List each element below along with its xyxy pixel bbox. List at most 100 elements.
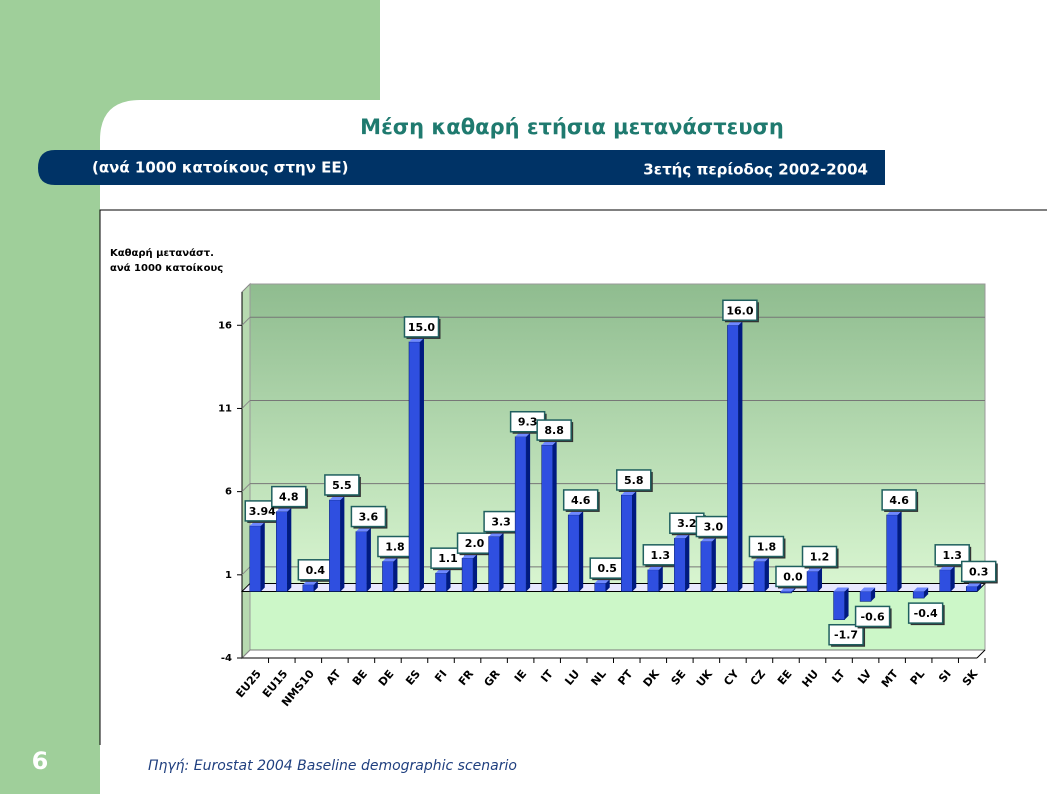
bar-face	[287, 507, 292, 592]
bar-face	[886, 514, 898, 592]
value-label: 3.3	[491, 516, 511, 529]
bar-face	[579, 510, 584, 592]
x-tick-label: LV	[855, 667, 874, 686]
bar	[249, 521, 265, 592]
y-axis-label: Καθαρή μετανάστ.	[110, 247, 214, 259]
value-label: 0.0	[783, 570, 803, 583]
bar-face	[260, 521, 265, 592]
bar-face	[700, 541, 713, 592]
value-label: 1.1	[438, 552, 458, 565]
bar	[727, 321, 743, 592]
title: Μέση καθαρή ετήσια μετανάστευση	[360, 115, 784, 139]
value-label: 9.3	[518, 416, 538, 429]
x-tick-label: NL	[588, 668, 608, 689]
grid-line	[241, 400, 251, 409]
bar-face	[302, 584, 315, 592]
y-tick-label: 1	[225, 570, 232, 581]
value-label: -1.7	[834, 629, 858, 642]
bar-face	[950, 565, 955, 592]
bar	[355, 527, 371, 592]
bar-face	[382, 561, 394, 592]
x-tick-label: IT	[538, 667, 556, 685]
value-label: 1.8	[757, 541, 777, 554]
bar-face	[408, 341, 421, 592]
value-label: 0.5	[597, 562, 617, 575]
value-label-box	[748, 535, 785, 558]
bar-face	[366, 527, 371, 592]
value-label-box	[722, 299, 758, 322]
bar-face	[727, 325, 739, 592]
x-tick-label: DK	[641, 667, 663, 689]
subtitle-bar	[38, 150, 885, 185]
bar-face	[249, 525, 262, 592]
value-label: 5.8	[624, 474, 644, 487]
value-label: 1.3	[942, 549, 962, 562]
value-label: 0.4	[306, 564, 326, 577]
value-label: 16.0	[726, 304, 753, 317]
value-label-box	[403, 316, 440, 338]
bar-face	[711, 537, 716, 592]
bar	[541, 441, 557, 592]
bar-face	[833, 587, 849, 592]
bar	[621, 490, 637, 592]
bar-face	[276, 511, 288, 592]
bar	[329, 495, 345, 592]
value-label: 2.0	[465, 537, 485, 550]
bar-face	[912, 591, 925, 599]
bar-face	[567, 514, 580, 592]
bar-face	[632, 490, 637, 592]
x-tick-label: GR	[481, 667, 503, 689]
bar-face	[844, 587, 849, 620]
bar-face	[605, 579, 610, 592]
bar-face	[393, 557, 398, 592]
x-tick-label: EU25	[233, 668, 263, 701]
bar-face	[764, 557, 769, 592]
x-tick-label: FI	[432, 668, 449, 685]
value-label: 3.2	[677, 517, 697, 530]
value-label: 4.6	[889, 494, 909, 507]
subtitle-left: (ανά 1000 κατοίκους στην ΕΕ)	[92, 159, 349, 177]
grid-line	[241, 483, 251, 492]
x-tick-label: MT	[879, 667, 901, 690]
x-tick-label: SE	[669, 668, 689, 688]
value-label: 8.8	[544, 424, 564, 437]
bar-face	[541, 444, 553, 592]
bar	[859, 587, 876, 602]
bar-face	[685, 534, 690, 592]
bar	[700, 537, 716, 592]
x-tick-label: HU	[799, 668, 821, 690]
value-label-box	[934, 544, 970, 566]
value-label: -0.4	[914, 607, 938, 620]
value-label-box	[854, 605, 891, 628]
bar	[461, 554, 478, 592]
bar-face	[860, 587, 876, 592]
bar	[806, 567, 823, 592]
value-label-box	[350, 505, 387, 528]
x-tick-label: IE	[512, 668, 529, 685]
bar-face	[913, 587, 929, 592]
bar-face	[924, 587, 929, 599]
bar-face	[461, 557, 474, 592]
value-label: 5.5	[332, 479, 352, 492]
value-label-box	[907, 602, 944, 624]
bar-face	[499, 532, 504, 592]
bar-face	[514, 436, 527, 592]
x-tick-label: EE	[775, 668, 795, 688]
bar-face	[419, 337, 424, 592]
x-tick-label: PT	[615, 667, 635, 688]
bar-face	[897, 510, 902, 592]
bar-face	[594, 582, 606, 592]
page-number: 6	[32, 747, 49, 775]
bar	[408, 337, 424, 592]
bar-face	[329, 499, 341, 592]
grid-line	[241, 316, 251, 326]
value-label: 4.8	[279, 491, 299, 504]
bar-face	[552, 441, 557, 592]
value-label-box	[271, 485, 307, 508]
value-label: 1.8	[385, 541, 405, 554]
x-tick-label: FR	[456, 667, 477, 688]
bar-face	[965, 586, 978, 592]
x-tick-label: UK	[694, 667, 715, 689]
bar-face	[753, 561, 766, 592]
